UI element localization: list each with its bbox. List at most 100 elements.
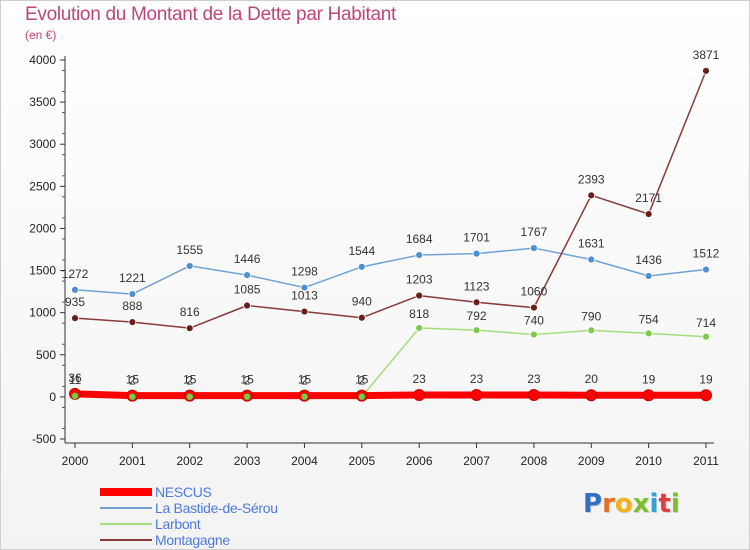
data-label: 3871	[693, 48, 720, 62]
data-label: 15	[240, 373, 254, 387]
logo-letter: i	[649, 489, 659, 519]
data-point	[185, 262, 194, 270]
x-tick-label: 2011	[693, 454, 719, 468]
data-label: 2	[244, 374, 251, 388]
x-tick-label: 2004	[291, 454, 318, 468]
data-label: 15	[355, 373, 369, 387]
data-label: 2171	[635, 191, 662, 205]
legend-swatch	[100, 539, 152, 541]
data-label: 714	[696, 316, 716, 330]
legend-swatch	[100, 488, 152, 496]
data-label: 790	[581, 309, 601, 323]
data-label: 754	[639, 312, 659, 326]
data-point	[530, 330, 538, 339]
data-label: 1436	[635, 253, 662, 267]
data-label: 1701	[463, 231, 490, 245]
data-label: 2393	[578, 172, 605, 186]
legend-item: NESCUS	[100, 484, 278, 500]
legend-label: NESCUS	[155, 484, 212, 500]
data-point	[702, 332, 710, 341]
data-point	[527, 388, 540, 401]
y-tick-label: 1000	[29, 306, 56, 320]
chart-title: Evolution du Montant de la Dette par Hab…	[25, 4, 396, 25]
x-tick-label: 2001	[119, 454, 146, 468]
data-point	[587, 255, 596, 264]
legend-item: Montagagne	[100, 532, 278, 548]
logo-letter: o	[614, 489, 633, 519]
x-tick-label: 2006	[406, 454, 433, 468]
data-label: 940	[352, 295, 372, 309]
x-tick-label: 2005	[348, 454, 375, 468]
data-label: 19	[642, 372, 656, 386]
data-label: 1272	[62, 267, 89, 281]
data-point	[358, 393, 366, 401]
data-point	[300, 283, 309, 292]
y-tick-label: 2500	[29, 179, 56, 193]
data-label: 1060	[521, 285, 548, 299]
data-point	[243, 271, 251, 280]
data-label: 935	[65, 295, 85, 309]
data-point	[300, 393, 308, 401]
data-label: 1013	[291, 289, 318, 303]
data-label: 2	[301, 374, 308, 388]
data-point	[470, 388, 483, 401]
data-point	[644, 329, 653, 338]
data-label: 1555	[176, 243, 203, 257]
data-point	[357, 262, 366, 271]
data-point	[530, 303, 538, 312]
data-point	[243, 393, 251, 401]
data-label: 23	[527, 372, 541, 386]
x-tick-label: 2007	[463, 454, 490, 468]
data-point	[585, 389, 598, 402]
data-label: 1123	[464, 279, 490, 293]
data-point	[644, 272, 653, 280]
data-label: 36	[68, 371, 82, 385]
data-label: 792	[467, 309, 487, 323]
legend-label: Larbont	[155, 516, 201, 532]
data-label: 15	[183, 373, 197, 387]
data-label: 1544	[348, 244, 375, 258]
legend-item: La Bastide-de-Sérou	[100, 500, 278, 516]
legend-swatch	[100, 507, 152, 509]
y-tick-label: 1500	[29, 264, 56, 278]
data-point	[702, 265, 710, 274]
legend-label: La Bastide-de-Sérou	[155, 500, 278, 516]
data-label: 1684	[406, 232, 433, 246]
data-label: 1512	[693, 247, 720, 261]
data-point	[642, 389, 655, 402]
data-label: 1221	[119, 271, 146, 285]
logo-letter: r	[602, 489, 615, 519]
data-point	[71, 314, 79, 323]
x-tick-label: 2009	[578, 454, 605, 468]
logo-letter: t	[658, 489, 671, 519]
chart-unit: (en €)	[25, 28, 57, 42]
legend: NESCUS La Bastide-de-Sérou Larbont Montagag…	[100, 484, 278, 548]
data-label: 816	[180, 305, 200, 319]
data-point	[128, 318, 137, 326]
data-label: 1446	[234, 252, 261, 266]
data-point	[357, 313, 366, 322]
x-tick-label: 2002	[176, 454, 203, 468]
logo-letter: x	[632, 489, 650, 519]
series-line-la-bastide-de-s-rou	[74, 247, 707, 295]
series-line-larbont	[74, 327, 707, 398]
y-tick-label: 2000	[29, 221, 56, 235]
data-label: 818	[409, 307, 429, 321]
data-point	[300, 307, 309, 316]
data-label: 23	[413, 372, 427, 386]
data-point	[472, 326, 481, 335]
data-point	[415, 291, 424, 300]
data-point	[243, 301, 251, 310]
data-label: 888	[122, 299, 142, 313]
data-point	[700, 389, 712, 402]
data-point	[71, 285, 79, 294]
data-label: 20	[585, 372, 599, 386]
legend-item: Larbont	[100, 516, 278, 532]
y-tick-label: 4000	[29, 53, 56, 67]
data-point	[415, 251, 424, 259]
y-tick-label: 500	[36, 348, 56, 362]
data-point	[587, 191, 596, 200]
data-point	[702, 66, 710, 75]
data-label: 1203	[406, 273, 433, 287]
